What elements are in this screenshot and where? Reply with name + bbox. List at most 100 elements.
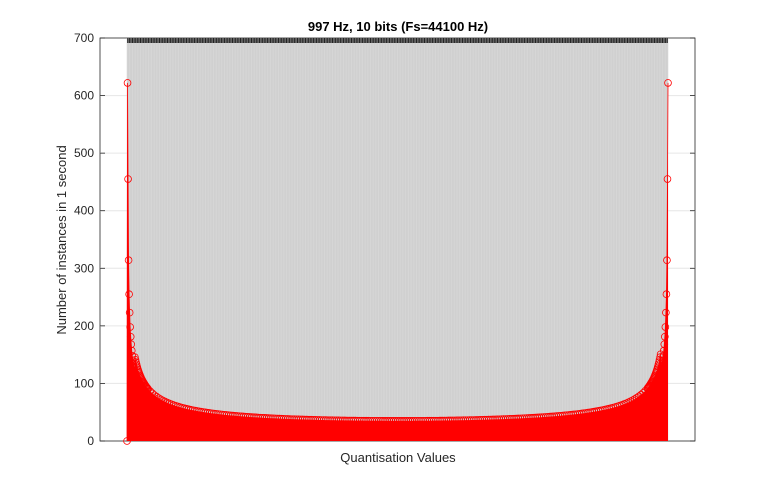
data-marker (360, 416, 368, 425)
data-marker (484, 415, 493, 424)
data-marker (389, 417, 398, 425)
data-marker (245, 413, 254, 421)
y-tick-label: 200 (74, 319, 94, 333)
data-marker (275, 414, 284, 423)
data-marker (478, 415, 487, 424)
data-marker (457, 416, 466, 425)
data-marker (552, 412, 561, 420)
data-marker (476, 416, 485, 424)
data-marker (527, 414, 535, 422)
data-marker (487, 415, 495, 424)
data-marker (317, 416, 326, 424)
data-marker (436, 416, 444, 425)
data-marker (537, 413, 546, 421)
data-marker (315, 416, 324, 424)
data-marker (239, 412, 248, 421)
data-marker (510, 414, 518, 423)
data-marker (398, 417, 406, 425)
data-marker (220, 410, 229, 419)
data-marker (260, 414, 269, 422)
data-marker (427, 416, 436, 425)
data-marker (330, 416, 339, 425)
y-tick-label: 600 (74, 89, 94, 103)
data-marker (556, 411, 565, 420)
data-marker (328, 416, 336, 425)
data-marker (419, 416, 427, 425)
y-tick-label: 700 (74, 31, 94, 45)
data-marker (243, 412, 252, 421)
data-marker (423, 416, 432, 425)
data-marker (279, 414, 288, 423)
y-axis-label: Number of instances in 1 second (54, 145, 69, 334)
data-marker (349, 416, 358, 425)
data-marker (413, 416, 421, 425)
data-marker (480, 415, 489, 424)
data-marker (216, 410, 224, 419)
data-marker (228, 411, 237, 420)
data-marker (434, 416, 442, 425)
data-marker (463, 416, 472, 424)
data-marker (290, 415, 298, 423)
data-marker (322, 416, 330, 424)
data-marker (324, 416, 332, 424)
data-marker (237, 412, 246, 421)
data-marker (262, 414, 271, 422)
data-marker (267, 414, 275, 422)
data-marker (362, 416, 370, 425)
data-marker (533, 413, 542, 422)
background-bars (126, 38, 669, 441)
background-bar-cap (127, 38, 668, 43)
data-marker (368, 416, 377, 425)
data-marker (546, 412, 554, 421)
data-marker (307, 415, 315, 424)
series-line-right (660, 82, 669, 371)
data-marker (283, 415, 292, 423)
data-marker (366, 416, 375, 425)
data-marker (343, 416, 351, 425)
data-marker (379, 417, 387, 425)
data-marker (300, 415, 309, 424)
data-marker (387, 417, 396, 425)
data-marker (351, 416, 360, 425)
data-marker (446, 416, 455, 425)
data-marker (472, 416, 480, 424)
data-marker (144, 385, 152, 393)
data-marker (159, 396, 167, 405)
data-marker (544, 412, 552, 421)
data-marker (286, 415, 294, 423)
data-marker (241, 412, 250, 421)
data-marker (292, 415, 301, 424)
data-marker (332, 416, 341, 425)
data-marker (269, 414, 277, 423)
y-tick-label: 300 (74, 261, 94, 275)
data-marker (440, 416, 449, 425)
data-marker (453, 416, 461, 425)
data-marker (503, 415, 512, 423)
data-marker (499, 415, 508, 423)
data-marker (444, 416, 453, 425)
data-marker (565, 411, 573, 419)
data-marker (637, 390, 645, 399)
data-marker (256, 413, 265, 422)
data-marker (516, 414, 525, 423)
data-markers (123, 79, 672, 445)
data-marker (459, 416, 468, 425)
data-marker (226, 411, 235, 420)
data-marker (336, 416, 345, 425)
background-bar-fill (127, 38, 668, 441)
data-marker (233, 412, 241, 420)
data-marker (474, 416, 482, 424)
data-marker (334, 416, 343, 425)
series-line-left (126, 82, 135, 442)
data-marker (235, 412, 243, 420)
data-marker (252, 413, 260, 422)
data-marker (448, 416, 457, 425)
data-marker (305, 415, 313, 424)
data-marker (550, 412, 559, 421)
data-marker (258, 413, 267, 422)
data-marker (525, 414, 533, 422)
data-marker (277, 414, 286, 423)
data-marker (345, 416, 353, 425)
data-marker (470, 416, 478, 424)
x-axis-label: Quantisation Values (340, 450, 456, 465)
